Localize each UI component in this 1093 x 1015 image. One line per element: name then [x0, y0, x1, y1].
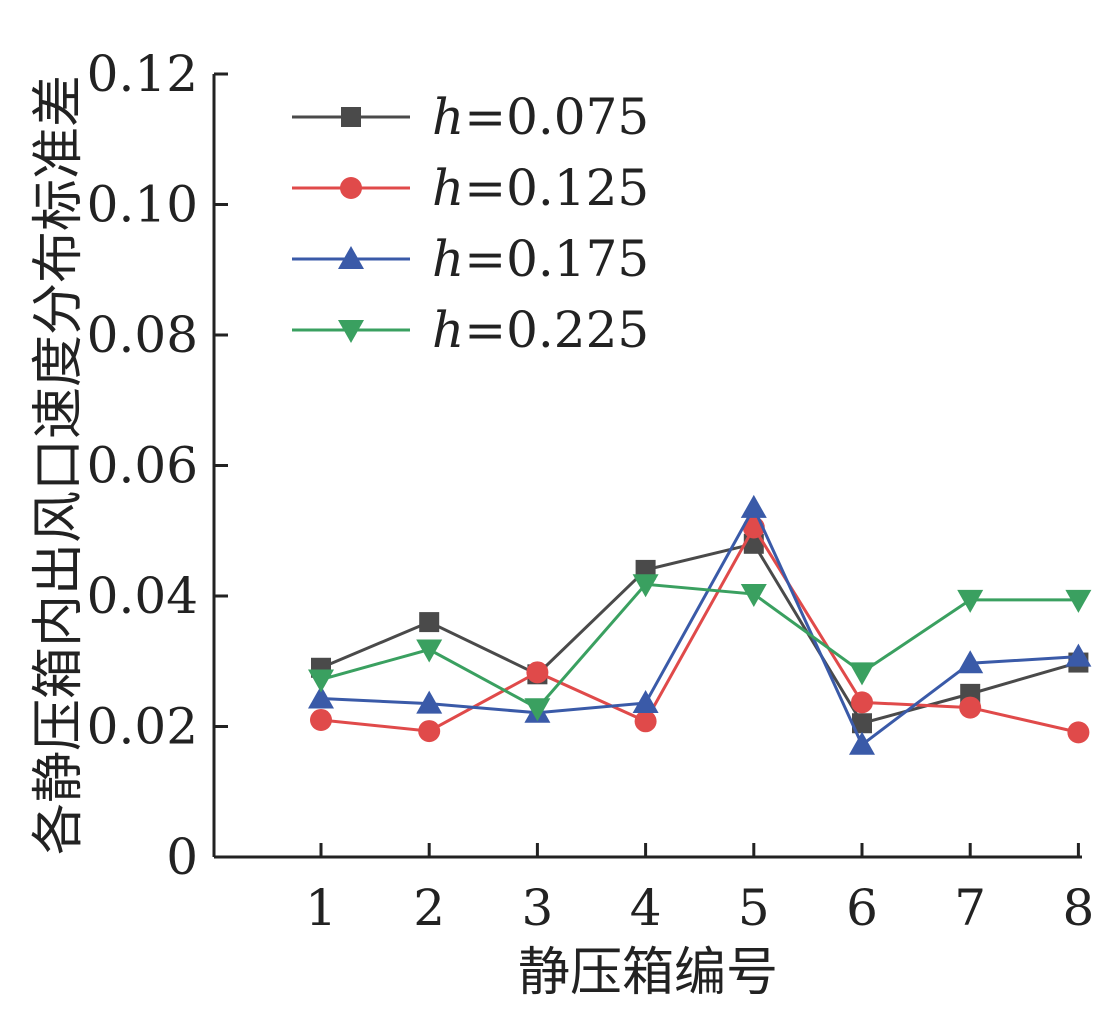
x-ticks: 1 2 3 4 5 6 7 8 — [305, 843, 1093, 937]
y-tick-label: 0.12 — [87, 45, 198, 103]
x-tick-label: 2 — [413, 879, 445, 937]
data-point — [957, 589, 984, 613]
legend-value: =0.075 — [464, 88, 649, 146]
legend-value: =0.175 — [464, 230, 649, 288]
x-tick-label: 3 — [521, 879, 553, 937]
y-tick-label: 0.10 — [87, 176, 198, 234]
x-tick-label: 8 — [1062, 879, 1093, 937]
legend-item: h=0.225 — [292, 301, 649, 359]
y-tick-label: 0 — [166, 828, 198, 886]
legend-item: h=0.075 — [292, 88, 649, 146]
x-tick-label: 6 — [846, 879, 878, 937]
legend-variable: h — [432, 88, 464, 146]
legend-item: h=0.175 — [292, 230, 649, 288]
y-tick-label: 0.06 — [87, 437, 198, 495]
y-ticks: 0 0.02 0.04 0.06 0.08 0.10 0.12 — [87, 45, 228, 886]
legend-marker — [338, 320, 364, 343]
x-tick-label: 5 — [738, 879, 770, 937]
data-point — [852, 713, 872, 734]
data-point — [308, 685, 334, 709]
data-point — [310, 708, 332, 731]
legend-marker — [338, 246, 364, 269]
series-line — [320, 504, 1079, 748]
y-tick-label: 0.08 — [87, 306, 198, 364]
series-4 — [308, 574, 1092, 722]
x-tick-label: 1 — [305, 879, 337, 937]
data-point — [524, 698, 551, 722]
data-point — [1067, 721, 1090, 744]
series-line — [320, 542, 1079, 725]
legend-label: h=0.175 — [432, 230, 649, 288]
y-tick-label: 0.04 — [87, 567, 198, 625]
series-2 — [310, 516, 1090, 744]
data-point — [632, 690, 659, 714]
data-point — [308, 669, 334, 693]
series-line — [320, 524, 1079, 734]
data-point — [632, 574, 659, 598]
series-group — [308, 494, 1092, 755]
data-point — [1065, 589, 1092, 613]
data-point — [416, 690, 443, 714]
x-tick-label: 4 — [630, 879, 662, 937]
legend-marker — [341, 107, 361, 127]
legend-variable: h — [432, 230, 464, 288]
x-tick-label: 7 — [954, 879, 986, 937]
data-point — [416, 639, 443, 663]
legend-label: h=0.075 — [432, 88, 649, 146]
data-point — [634, 710, 657, 733]
data-point — [957, 650, 984, 674]
data-point — [419, 612, 440, 633]
legend-marker — [340, 177, 362, 199]
data-point — [526, 661, 549, 684]
y-tick-label: 0.02 — [87, 698, 198, 756]
x-axis-title: 静压箱编号 — [518, 943, 778, 1003]
data-point — [851, 691, 873, 714]
y-axis-title: 各静压箱内出风口速度分布标准差 — [29, 75, 89, 855]
series-line — [320, 582, 1079, 711]
data-point — [740, 494, 767, 518]
legend-value: =0.225 — [464, 301, 649, 359]
legend-value: =0.125 — [464, 159, 649, 217]
legend-label: h=0.225 — [432, 301, 649, 359]
legend-variable: h — [432, 301, 464, 359]
data-point — [849, 731, 875, 755]
data-point — [849, 662, 875, 686]
data-point — [959, 696, 982, 719]
data-point — [740, 584, 767, 608]
series-3 — [308, 494, 1092, 755]
data-point — [1065, 643, 1092, 667]
legend-item: h=0.125 — [292, 159, 649, 217]
legend-label: h=0.125 — [432, 159, 649, 217]
data-point — [418, 720, 441, 743]
legend-variable: h — [432, 159, 464, 217]
